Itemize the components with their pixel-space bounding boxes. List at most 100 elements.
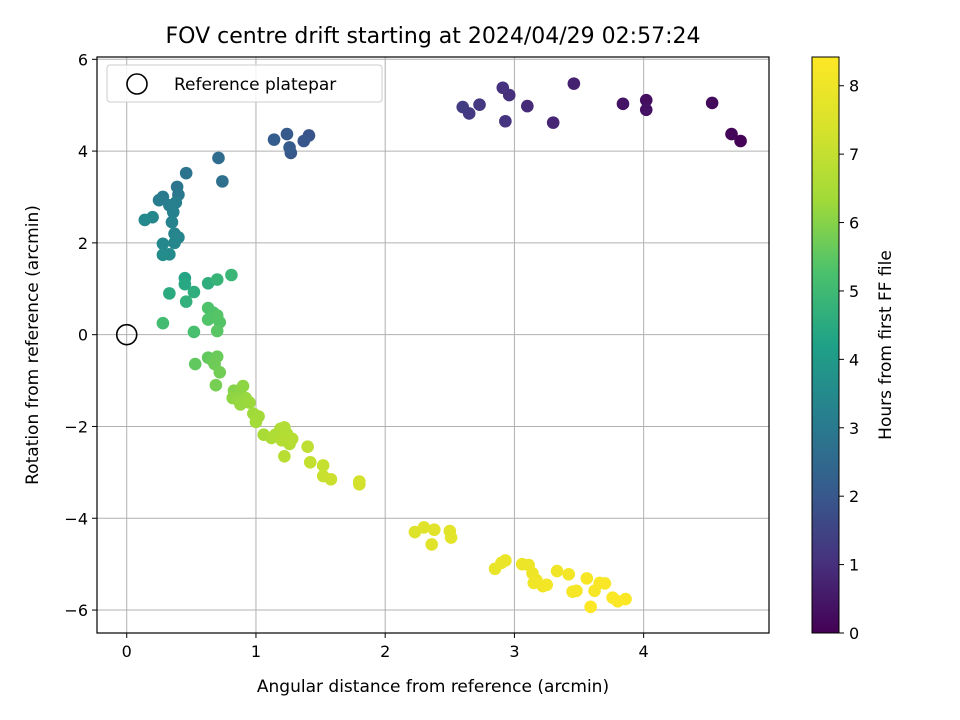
scatter-point xyxy=(267,133,281,146)
scatter-point xyxy=(169,196,183,209)
scatter-point xyxy=(156,316,170,330)
scatter-point xyxy=(163,287,176,300)
scatter-point xyxy=(705,96,719,110)
scatter-point xyxy=(580,572,594,585)
scatter-point xyxy=(243,396,256,409)
legend: Reference platepar xyxy=(106,64,383,103)
scatter-point xyxy=(316,459,330,472)
x-tick-label: 4 xyxy=(639,642,649,661)
scatter-point xyxy=(165,215,179,229)
scatter-point xyxy=(209,378,223,392)
y-tick-label: 6 xyxy=(78,50,88,69)
scatter-point xyxy=(570,584,583,598)
scatter-point xyxy=(639,103,653,117)
scatter-point xyxy=(540,578,554,592)
colorbar-tick-label: 3 xyxy=(849,419,859,438)
scatter-point xyxy=(187,325,201,339)
scatter-point xyxy=(210,324,224,338)
y-tick-label: −2 xyxy=(64,417,88,436)
scatter-point xyxy=(616,97,630,111)
y-tick-label: −6 xyxy=(64,601,88,620)
y-tick-label: −4 xyxy=(64,509,88,528)
scatter-point xyxy=(496,81,510,95)
scatter-point xyxy=(156,248,170,262)
scatter-point xyxy=(619,592,632,606)
scatter-point xyxy=(213,366,227,379)
scatter-point xyxy=(212,151,225,165)
colorbar-gradient xyxy=(811,56,840,634)
scatter-point xyxy=(639,93,653,107)
chart-title: FOV centre drift starting at 2024/04/29 … xyxy=(166,24,701,49)
scatter-point xyxy=(584,600,597,614)
scatter-point xyxy=(567,77,581,90)
scatter-point xyxy=(156,237,170,251)
scatter-point xyxy=(427,523,441,537)
scatter-point xyxy=(499,114,512,128)
scatter-point xyxy=(444,531,458,544)
scatter-point xyxy=(280,127,294,141)
scatter-point xyxy=(456,100,470,114)
scatter-point xyxy=(425,538,439,551)
grid-lines xyxy=(97,57,769,633)
scatter-point xyxy=(353,477,366,491)
scatter-point xyxy=(249,415,263,429)
scatter-point xyxy=(598,577,612,590)
scatter-point xyxy=(166,205,180,219)
colorbar: 0 1 2 3 4 5 6 7 8 Hours from first FF file xyxy=(811,56,896,643)
scatter-point xyxy=(285,432,299,446)
legend-box xyxy=(106,64,383,103)
scatter-point xyxy=(216,175,229,188)
colorbar-tick-label: 5 xyxy=(849,282,859,301)
colorbar-tick-label: 8 xyxy=(849,77,859,96)
scatter-point xyxy=(301,440,314,453)
scatter-point xyxy=(210,273,224,286)
scatter-point xyxy=(550,564,564,578)
scatter-point xyxy=(473,98,486,112)
scatter-point xyxy=(138,213,152,227)
scatter-point xyxy=(562,567,575,581)
scatter-point xyxy=(278,449,291,463)
scatter-point xyxy=(521,99,534,113)
axis-ticks: 0 1 2 3 4 −6 −4 −2 0 2 4 6 xyxy=(64,50,648,661)
x-tick-label: 0 xyxy=(122,642,132,661)
scatter-point xyxy=(152,193,166,207)
scatter-point xyxy=(499,554,512,567)
y-tick-label: 4 xyxy=(78,142,88,161)
colorbar-label: Hours from first FF file xyxy=(876,250,896,440)
x-tick-label: 2 xyxy=(380,642,390,661)
scatter-point xyxy=(417,521,431,534)
colorbar-tick-label: 4 xyxy=(849,350,859,369)
scatter-point xyxy=(179,295,193,308)
y-tick-label: 2 xyxy=(78,234,88,253)
colorbar-tick-label: 2 xyxy=(849,487,859,506)
y-axis-label: Rotation from reference (arcmin) xyxy=(23,205,43,485)
scatter-point xyxy=(734,134,747,148)
colorbar-ticks: 0 1 2 3 4 5 6 7 8 xyxy=(839,77,859,643)
scatter-point xyxy=(225,268,238,282)
scatter-point xyxy=(236,379,250,393)
colorbar-tick-label: 7 xyxy=(849,145,859,164)
legend-marker xyxy=(126,73,148,95)
scatter-point xyxy=(178,277,192,291)
scatter-point xyxy=(297,134,311,148)
scatter-points xyxy=(138,77,747,614)
y-tick-label: 0 xyxy=(78,326,88,345)
scatter-point xyxy=(188,357,202,371)
x-tick-label: 1 xyxy=(251,642,261,661)
plot-background xyxy=(97,57,769,633)
colorbar-tick-label: 0 xyxy=(849,624,859,643)
x-tick-label: 3 xyxy=(509,642,519,661)
colorbar-tick-label: 1 xyxy=(849,556,859,575)
reference-marker xyxy=(115,323,138,346)
colorbar-tick-label: 6 xyxy=(849,214,859,233)
scatter-point xyxy=(179,166,193,180)
scatter-point xyxy=(303,455,317,469)
scatter-point xyxy=(725,127,738,141)
scatter-point xyxy=(187,285,201,299)
plot-frame xyxy=(96,56,770,634)
scatter-point xyxy=(283,141,296,154)
scatter-point xyxy=(324,472,338,486)
x-axis-label: Angular distance from reference (arcmin) xyxy=(257,677,609,697)
scatter-point xyxy=(546,116,560,129)
